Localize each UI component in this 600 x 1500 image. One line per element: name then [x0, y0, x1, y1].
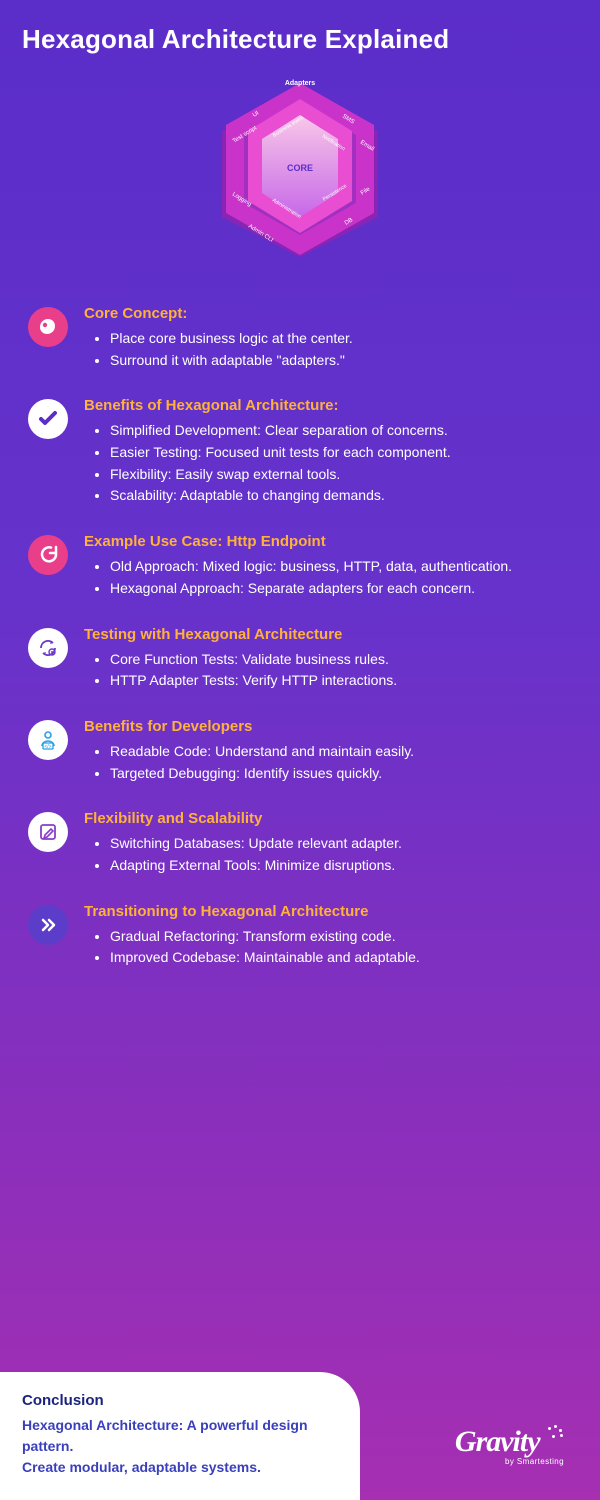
- list-item: Hexagonal Approach: Separate adapters fo…: [110, 578, 572, 600]
- list-item: Readable Code: Understand and maintain e…: [110, 741, 572, 763]
- list-item: Old Approach: Mixed logic: business, HTT…: [110, 556, 572, 578]
- section-flexibility: Flexibility and Scalability Switching Da…: [0, 798, 600, 890]
- section-dev-benefits: </> Benefits for Developers Readable Cod…: [0, 706, 600, 798]
- svg-text:Adapters: Adapters: [285, 80, 315, 87]
- list-item: Switching Databases: Update relevant ada…: [110, 833, 572, 855]
- list-item: Simplified Development: Clear separation…: [110, 420, 572, 442]
- conclusion-title: Conclusion: [22, 1392, 338, 1409]
- hexagon-diagram: CORE Adapters UI Test script Logging Adm…: [0, 61, 600, 293]
- logo-text: Gravity: [455, 1425, 540, 1458]
- page-title: Hexagonal Architecture Explained: [0, 0, 600, 61]
- logo-dots-icon: [546, 1425, 564, 1443]
- list-item: Core Function Tests: Validate business r…: [110, 649, 572, 671]
- list-item: Place core business logic at the center.: [110, 328, 572, 350]
- list-item: Scalability: Adaptable to changing deman…: [110, 485, 572, 507]
- blob-icon: [28, 307, 68, 347]
- section-heading: Benefits for Developers: [84, 718, 572, 735]
- list-item: Targeted Debugging: Identify issues quic…: [110, 763, 572, 785]
- conclusion-line: Hexagonal Architecture: A powerful desig…: [22, 1415, 338, 1457]
- section-heading: Benefits of Hexagonal Architecture:: [84, 397, 572, 414]
- section-heading: Transitioning to Hexagonal Architecture: [84, 903, 572, 920]
- check-icon: [28, 399, 68, 439]
- conclusion-line: Create modular, adaptable systems.: [22, 1457, 338, 1478]
- section-testing: Testing with Hexagonal Architecture Core…: [0, 614, 600, 706]
- section-example: Example Use Case: Http Endpoint Old Appr…: [0, 521, 600, 613]
- list-item: HTTP Adapter Tests: Verify HTTP interact…: [110, 670, 572, 692]
- conclusion-box: Conclusion Hexagonal Architecture: A pow…: [0, 1372, 360, 1500]
- list-item: Adapting External Tools: Minimize disrup…: [110, 855, 572, 877]
- section-transition: Transitioning to Hexagonal Architecture …: [0, 891, 600, 983]
- section-heading: Flexibility and Scalability: [84, 810, 572, 827]
- section-core-concept: Core Concept: Place core business logic …: [0, 293, 600, 385]
- section-heading: Example Use Case: Http Endpoint: [84, 533, 572, 550]
- loop-icon: [28, 535, 68, 575]
- list-item: Surround it with adaptable "adapters.": [110, 350, 572, 372]
- gravity-logo: Gravity by Smartesting: [455, 1425, 564, 1466]
- cycle-gear-icon: [28, 628, 68, 668]
- edit-icon: [28, 812, 68, 852]
- list-item: Easier Testing: Focused unit tests for e…: [110, 442, 572, 464]
- section-benefits: Benefits of Hexagonal Architecture: Simp…: [0, 385, 600, 521]
- list-item: Gradual Refactoring: Transform existing …: [110, 926, 572, 948]
- section-heading: Core Concept:: [84, 305, 572, 322]
- list-item: Improved Codebase: Maintainable and adap…: [110, 947, 572, 969]
- chevrons-icon: [28, 905, 68, 945]
- svg-text:CORE: CORE: [287, 163, 313, 173]
- list-item: Flexibility: Easily swap external tools.: [110, 464, 572, 486]
- section-heading: Testing with Hexagonal Architecture: [84, 626, 572, 643]
- developer-icon: </>: [28, 720, 68, 760]
- svg-text:</>: </>: [44, 744, 51, 750]
